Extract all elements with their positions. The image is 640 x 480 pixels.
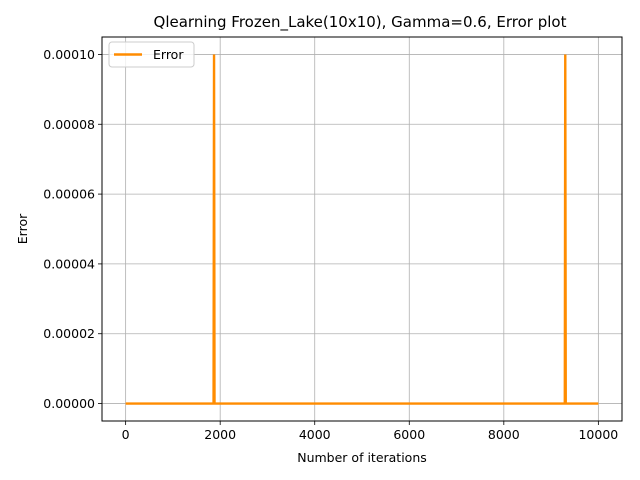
x-tick-label: 4000 xyxy=(299,427,331,442)
y-tick-label: 0.00006 xyxy=(43,187,95,202)
x-tick-label: 2000 xyxy=(204,427,236,442)
legend-label-error: Error xyxy=(153,47,184,62)
legend-box xyxy=(108,41,195,68)
y-tick-label: 0.00000 xyxy=(43,396,95,411)
x-tick-label: 8000 xyxy=(488,427,520,442)
x-tick-label: 0 xyxy=(122,427,130,442)
series-line-error xyxy=(125,54,599,405)
x-tick-label: 6000 xyxy=(393,427,425,442)
y-axis-label: Error xyxy=(15,213,30,244)
y-tick-label: 0.00004 xyxy=(43,256,95,271)
y-tick-label: 0.00008 xyxy=(43,117,95,132)
y-axis: 0.00000 0.00002 0.00004 0.00006 0.00008 0.000… xyxy=(43,47,102,411)
y-tick-label: 0.00002 xyxy=(43,326,95,341)
series-layer xyxy=(125,54,599,405)
plot-frame xyxy=(101,36,623,422)
legend: Error xyxy=(108,41,195,68)
chart-title: Qlearning Frozen_Lake(10x10), Gamma=0.6,… xyxy=(154,13,567,32)
x-axis-label: Number of iterations xyxy=(297,450,427,465)
x-axis: 0 2000 4000 6000 8000 10000 xyxy=(122,421,618,442)
x-tick-label: 10000 xyxy=(578,427,618,442)
y-tick-label: 0.00010 xyxy=(43,47,95,62)
